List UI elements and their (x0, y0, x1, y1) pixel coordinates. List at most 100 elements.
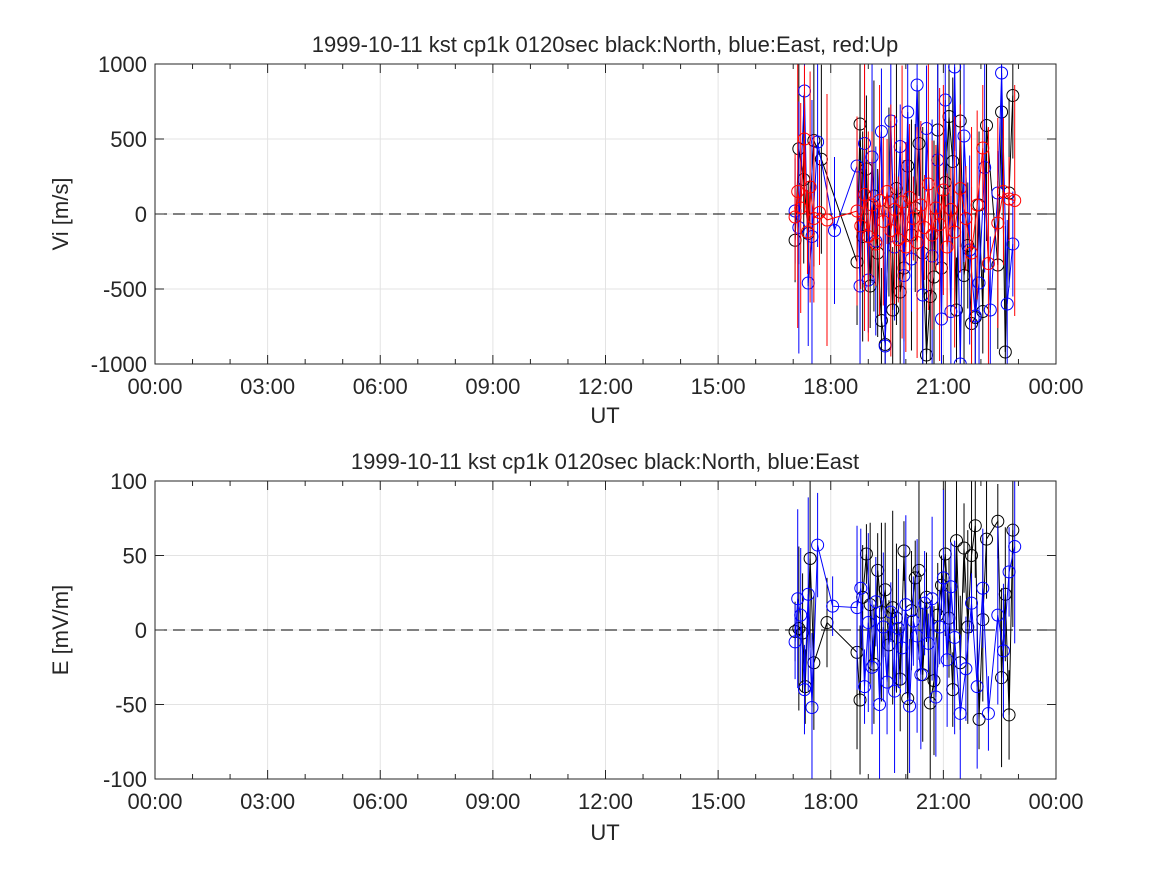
vi-data-point (865, 198, 879, 212)
vi-data-point (828, 224, 842, 237)
vi-ytick-label: -1000 (91, 352, 147, 377)
vi-data-point (959, 212, 973, 225)
vi-data-point (953, 357, 967, 364)
e-data-point (965, 596, 979, 610)
e-series-east (788, 481, 1022, 779)
e-ytick-label: 0 (135, 618, 147, 643)
vi-data-point (948, 225, 962, 239)
vi-data-point (944, 203, 958, 216)
vi-data (788, 64, 1022, 364)
vi-data-point (918, 221, 932, 234)
e-data-point (936, 571, 950, 585)
e-xtick-label: 00:00 (1028, 789, 1083, 814)
e-data-point (853, 693, 867, 707)
vi-xtick-label: 18:00 (803, 374, 858, 399)
vi-data-point (995, 66, 1009, 80)
vi-xtick-label: 00:00 (127, 374, 182, 399)
vi-data-point (972, 276, 986, 290)
e-ytick-label: 50 (123, 544, 147, 569)
vi-panel-ylabel: Vi [m/s] (48, 178, 73, 251)
vi-data-point (940, 240, 954, 254)
vi-data-point (812, 206, 826, 219)
e-data-point (797, 683, 811, 697)
vi-series-up (788, 64, 1022, 364)
e-xtick-label: 12:00 (578, 789, 633, 814)
e-data-point (865, 660, 879, 674)
e-data-point (811, 538, 825, 552)
vi-data-point (850, 204, 864, 218)
vi-data-point (800, 225, 814, 239)
vi-data-point (903, 191, 917, 204)
e-panel-ylabel: E [mV/m] (48, 585, 73, 675)
e-ytick-label: -50 (115, 693, 147, 718)
vi-ytick-label: -500 (103, 277, 147, 302)
e-data-point (826, 599, 840, 613)
vi-data-point (891, 233, 905, 246)
vi-ytick-label: 1000 (98, 52, 147, 77)
vi-data-point (1002, 192, 1016, 206)
vi-data-point (869, 237, 883, 251)
e-data-point (914, 668, 928, 682)
e-data-point (850, 601, 864, 615)
e-data-point (933, 620, 947, 634)
e-data-point (972, 712, 986, 726)
vi-data-point (981, 257, 995, 270)
vi-xtick-label: 03:00 (240, 374, 295, 399)
vi-data-point (998, 345, 1012, 359)
vi-data-point (957, 129, 971, 143)
e-data-point (927, 674, 941, 688)
vi-data-point (910, 236, 924, 249)
e-data-point (1006, 523, 1020, 537)
vi-data-point (874, 125, 888, 138)
e-ytick-label: -100 (103, 767, 147, 792)
e-data-point (1008, 540, 1022, 554)
vi-data-point (914, 198, 928, 212)
e-data-point (888, 684, 902, 698)
e-ticks: 00:00 03:00 06:00 09:00 12:00 15:00 18:00 21:00… (103, 469, 1084, 814)
vi-data-point (853, 117, 867, 131)
e-data-point (961, 620, 975, 634)
e-data-point (803, 551, 817, 565)
e-data-point (959, 662, 973, 676)
e-data-point (929, 690, 943, 704)
vi-data-point (929, 201, 943, 215)
vi-data-point (910, 78, 924, 92)
vi-data-point (820, 213, 834, 227)
vi-data-point (968, 309, 982, 323)
e-data-point (918, 596, 932, 610)
vi-data-point (980, 119, 994, 132)
vi-xtick-label: 15:00 (691, 374, 746, 399)
vi-data-point (1008, 194, 1022, 207)
vi-data-point (861, 230, 875, 243)
vi-data-point (933, 218, 947, 231)
vi-data-point (797, 132, 811, 146)
e-data-point (903, 699, 917, 713)
e-data-point (869, 595, 883, 609)
vi-data-point (854, 219, 868, 233)
e-data-point (996, 644, 1010, 658)
vi-data-point (944, 305, 958, 318)
vi-xtick-label: 00:00 (1028, 374, 1083, 399)
vi-xtick-label: 12:00 (578, 374, 633, 399)
e-data-point (884, 605, 898, 619)
vi-data-point (925, 228, 939, 242)
vi-data-point (953, 182, 967, 195)
vi-data-point (895, 195, 909, 209)
vi-data-point (884, 224, 898, 237)
e-data-point (950, 534, 964, 548)
e-data-point (981, 706, 995, 720)
e-data-point (899, 598, 913, 612)
vi-data-point (991, 216, 1005, 230)
e-data-point (934, 578, 948, 592)
e-data-point (854, 581, 868, 595)
vi-data-point (811, 135, 825, 149)
e-xtick-label: 06:00 (353, 789, 408, 814)
e-data-point (861, 616, 875, 630)
e-data-point (944, 580, 958, 594)
e-data-point (957, 541, 971, 555)
vi-data-point (1000, 297, 1014, 311)
e-data-point (970, 680, 984, 694)
vi-xtick-label: 06:00 (353, 374, 408, 399)
vi-data-point (880, 185, 894, 198)
vi-ticks: 00:00 03:00 06:00 09:00 12:00 15:00 18:00 21:00… (91, 52, 1084, 399)
